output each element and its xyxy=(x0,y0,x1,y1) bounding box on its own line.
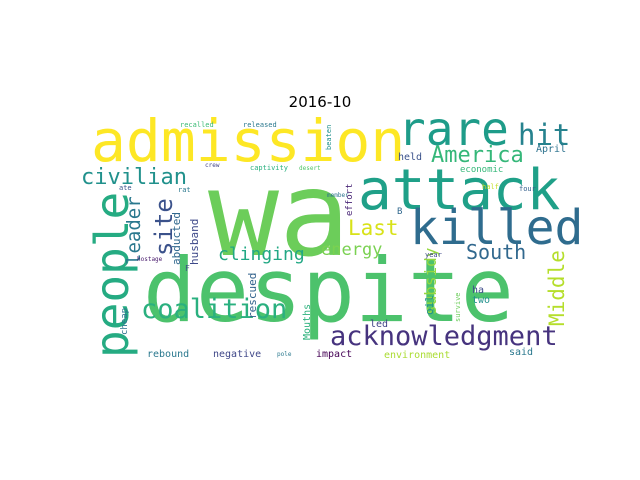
word-four: four xyxy=(519,185,536,193)
word-effort: effort xyxy=(345,183,355,216)
word-survive: survive xyxy=(454,292,462,322)
word-member: member xyxy=(327,192,349,199)
word-half: half xyxy=(482,183,499,191)
word-energy: energy xyxy=(321,240,382,260)
word-wa: wa xyxy=(208,145,350,283)
word-killed: killed xyxy=(410,200,583,256)
word-attack: attack xyxy=(358,158,560,223)
word-abducted: abducted xyxy=(170,212,183,265)
word-negative: negative xyxy=(213,349,261,360)
word-released: released xyxy=(243,121,277,129)
word-recalled: recalled xyxy=(180,121,214,129)
chart-title: 2016-10 xyxy=(288,93,352,111)
word-ate: ate xyxy=(119,184,132,192)
word-mouths: Mouths xyxy=(302,304,313,340)
word-rescued: rescued xyxy=(246,273,259,319)
word-year: year xyxy=(425,251,442,259)
word-middle: Middle xyxy=(545,250,569,326)
word-pole: pole xyxy=(277,351,292,358)
word-held: held xyxy=(398,152,422,163)
word-south: South xyxy=(466,240,526,264)
word-site: site xyxy=(150,198,178,256)
word-civilian: civilian xyxy=(81,165,187,190)
word-admission: admission xyxy=(91,107,405,175)
word-oil: oil xyxy=(423,295,436,315)
word-husband: husband xyxy=(188,219,201,265)
word-two: two xyxy=(472,295,490,306)
word-rebound: rebound xyxy=(147,349,189,360)
word-beaten: beaten xyxy=(325,125,333,150)
word-led: led xyxy=(370,319,388,330)
word-economic: economic xyxy=(460,165,503,175)
word-hit: hit xyxy=(518,118,570,152)
word-cheap: cheap xyxy=(120,308,130,335)
word-leader: leader xyxy=(123,196,145,265)
word-rat: rat xyxy=(178,186,191,194)
word-ha: ha xyxy=(472,285,484,296)
word-hostage: hostage xyxy=(137,256,163,263)
word-b: B xyxy=(397,207,402,217)
word-last: Last xyxy=(348,216,399,240)
word-said: said xyxy=(509,347,533,358)
word-impact: impact xyxy=(316,349,352,360)
word-environment: environment xyxy=(384,350,450,361)
word-rare: rare xyxy=(398,102,509,156)
word-despite: despite xyxy=(143,239,514,342)
word-people: people xyxy=(85,192,139,358)
word-clinging: clinging xyxy=(218,244,305,265)
word-crew: crew xyxy=(205,162,220,169)
word-desert: desert xyxy=(299,165,321,172)
word-subsidy: subsidy xyxy=(421,247,440,315)
word-april: April xyxy=(536,144,566,155)
word-acknowledgment: acknowledgment xyxy=(330,321,558,352)
word-america: America xyxy=(431,143,524,168)
word-f: F xyxy=(185,264,190,273)
word-coalition: coalition xyxy=(141,294,287,325)
word-captivity: captivity xyxy=(250,164,288,172)
